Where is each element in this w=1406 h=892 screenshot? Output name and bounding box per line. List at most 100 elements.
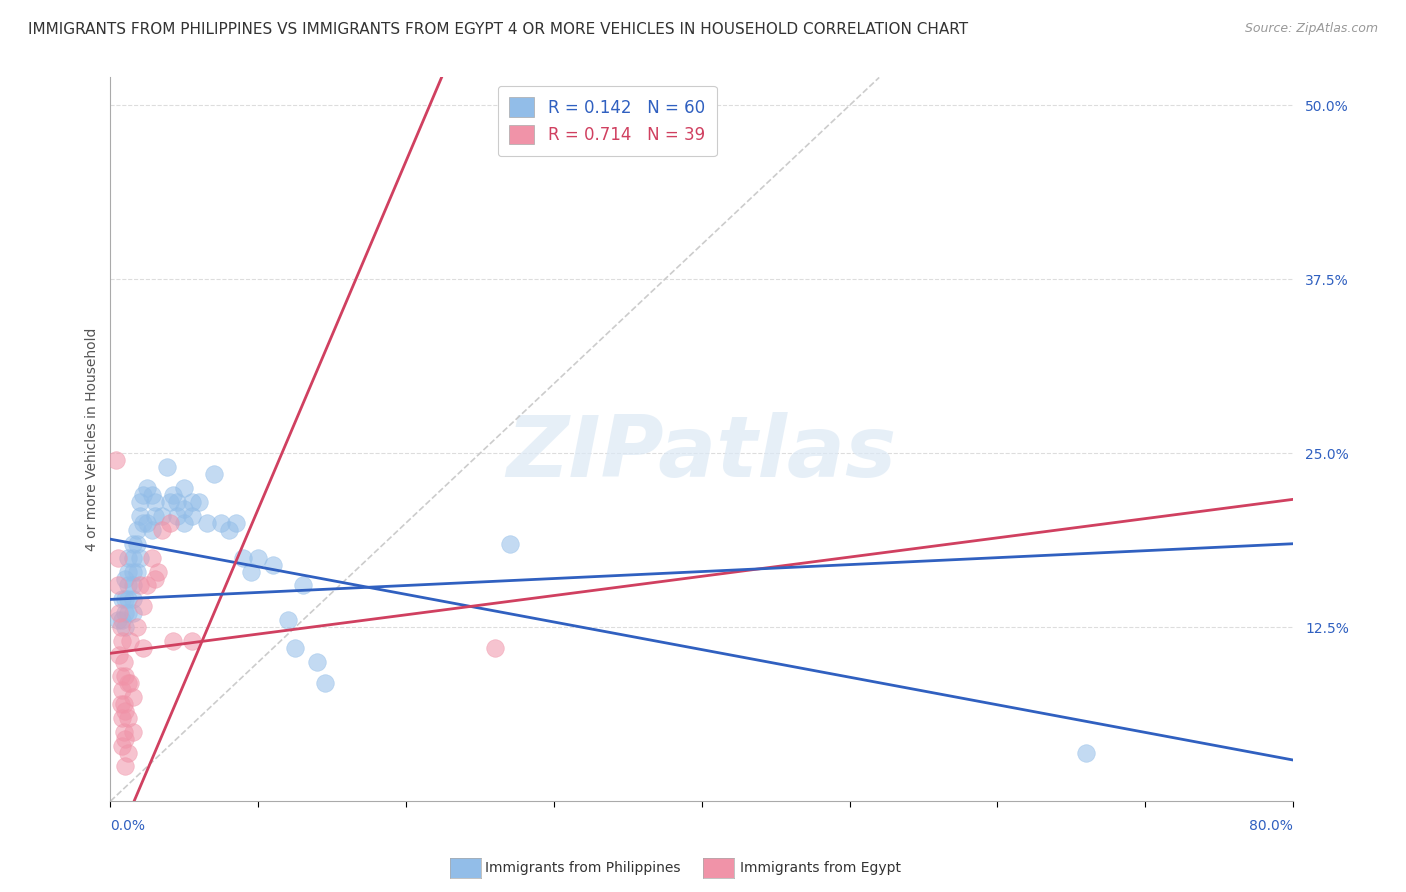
Point	[114, 620, 136, 634]
Point	[114, 592, 136, 607]
Point	[132, 516, 155, 530]
Point	[108, 607, 131, 621]
Point	[180, 495, 202, 509]
Point	[262, 558, 284, 572]
Point	[107, 550, 129, 565]
Point	[225, 516, 247, 530]
Point	[121, 578, 143, 592]
Point	[114, 731, 136, 746]
Point	[117, 550, 139, 565]
Point	[284, 641, 307, 656]
Point	[114, 704, 136, 718]
Point	[107, 578, 129, 592]
Point	[110, 669, 132, 683]
Point	[110, 697, 132, 711]
Point	[141, 550, 163, 565]
Y-axis label: 4 or more Vehicles in Household: 4 or more Vehicles in Household	[86, 327, 100, 551]
Point	[121, 724, 143, 739]
Point	[159, 495, 181, 509]
Point	[498, 537, 520, 551]
Point	[143, 572, 166, 586]
Point	[117, 746, 139, 760]
Text: 0.0%: 0.0%	[111, 820, 145, 833]
Point	[105, 453, 128, 467]
Point	[150, 523, 173, 537]
Point	[132, 488, 155, 502]
Point	[125, 523, 148, 537]
Point	[121, 592, 143, 607]
Point	[129, 578, 152, 592]
Text: 80.0%: 80.0%	[1250, 820, 1294, 833]
Point	[202, 467, 225, 482]
Point	[111, 613, 134, 627]
Point	[143, 495, 166, 509]
Point	[117, 676, 139, 690]
Text: ZIPatlas: ZIPatlas	[506, 412, 897, 495]
Point	[180, 508, 202, 523]
Point	[129, 508, 152, 523]
Point	[121, 550, 143, 565]
Text: Immigrants from Egypt: Immigrants from Egypt	[740, 861, 901, 875]
Point	[136, 481, 159, 495]
Point	[291, 578, 314, 592]
Point	[117, 592, 139, 607]
Point	[173, 502, 195, 516]
Point	[247, 550, 270, 565]
Point	[173, 516, 195, 530]
Point	[121, 690, 143, 704]
Point	[121, 565, 143, 579]
Point	[110, 620, 132, 634]
Legend: R = 0.142   N = 60, R = 0.714   N = 39: R = 0.142 N = 60, R = 0.714 N = 39	[498, 86, 717, 156]
Point	[314, 676, 336, 690]
Point	[118, 634, 141, 648]
Point	[117, 578, 139, 592]
Point	[114, 669, 136, 683]
Point	[111, 592, 134, 607]
Point	[218, 523, 240, 537]
Point	[114, 759, 136, 773]
Point	[111, 634, 134, 648]
Point	[111, 682, 134, 697]
Text: Source: ZipAtlas.com: Source: ZipAtlas.com	[1244, 22, 1378, 36]
Point	[111, 739, 134, 753]
Point	[166, 495, 188, 509]
Point	[146, 565, 169, 579]
Point	[117, 565, 139, 579]
Point	[159, 516, 181, 530]
Point	[118, 676, 141, 690]
Point	[121, 607, 143, 621]
Point	[166, 508, 188, 523]
Point	[307, 655, 329, 669]
Point	[132, 641, 155, 656]
Point	[125, 565, 148, 579]
Point	[1076, 746, 1098, 760]
Point	[143, 508, 166, 523]
Point	[195, 516, 218, 530]
Point	[239, 565, 262, 579]
Point	[136, 578, 159, 592]
Point	[107, 613, 129, 627]
Point	[125, 620, 148, 634]
Point	[108, 648, 131, 662]
Point	[162, 634, 184, 648]
Point	[132, 599, 155, 614]
Point	[188, 495, 211, 509]
Point	[150, 508, 173, 523]
Point	[121, 537, 143, 551]
Point	[277, 613, 299, 627]
Point	[180, 634, 202, 648]
Text: Immigrants from Philippines: Immigrants from Philippines	[485, 861, 681, 875]
Point	[112, 655, 135, 669]
Point	[111, 711, 134, 725]
Text: IMMIGRANTS FROM PHILIPPINES VS IMMIGRANTS FROM EGYPT 4 OR MORE VEHICLES IN HOUSE: IMMIGRANTS FROM PHILIPPINES VS IMMIGRANT…	[28, 22, 969, 37]
Point	[136, 516, 159, 530]
Point	[141, 523, 163, 537]
Point	[141, 488, 163, 502]
Point	[129, 495, 152, 509]
Point	[112, 724, 135, 739]
Point	[232, 550, 254, 565]
Point	[484, 641, 506, 656]
Point	[173, 481, 195, 495]
Point	[155, 460, 177, 475]
Point	[162, 488, 184, 502]
